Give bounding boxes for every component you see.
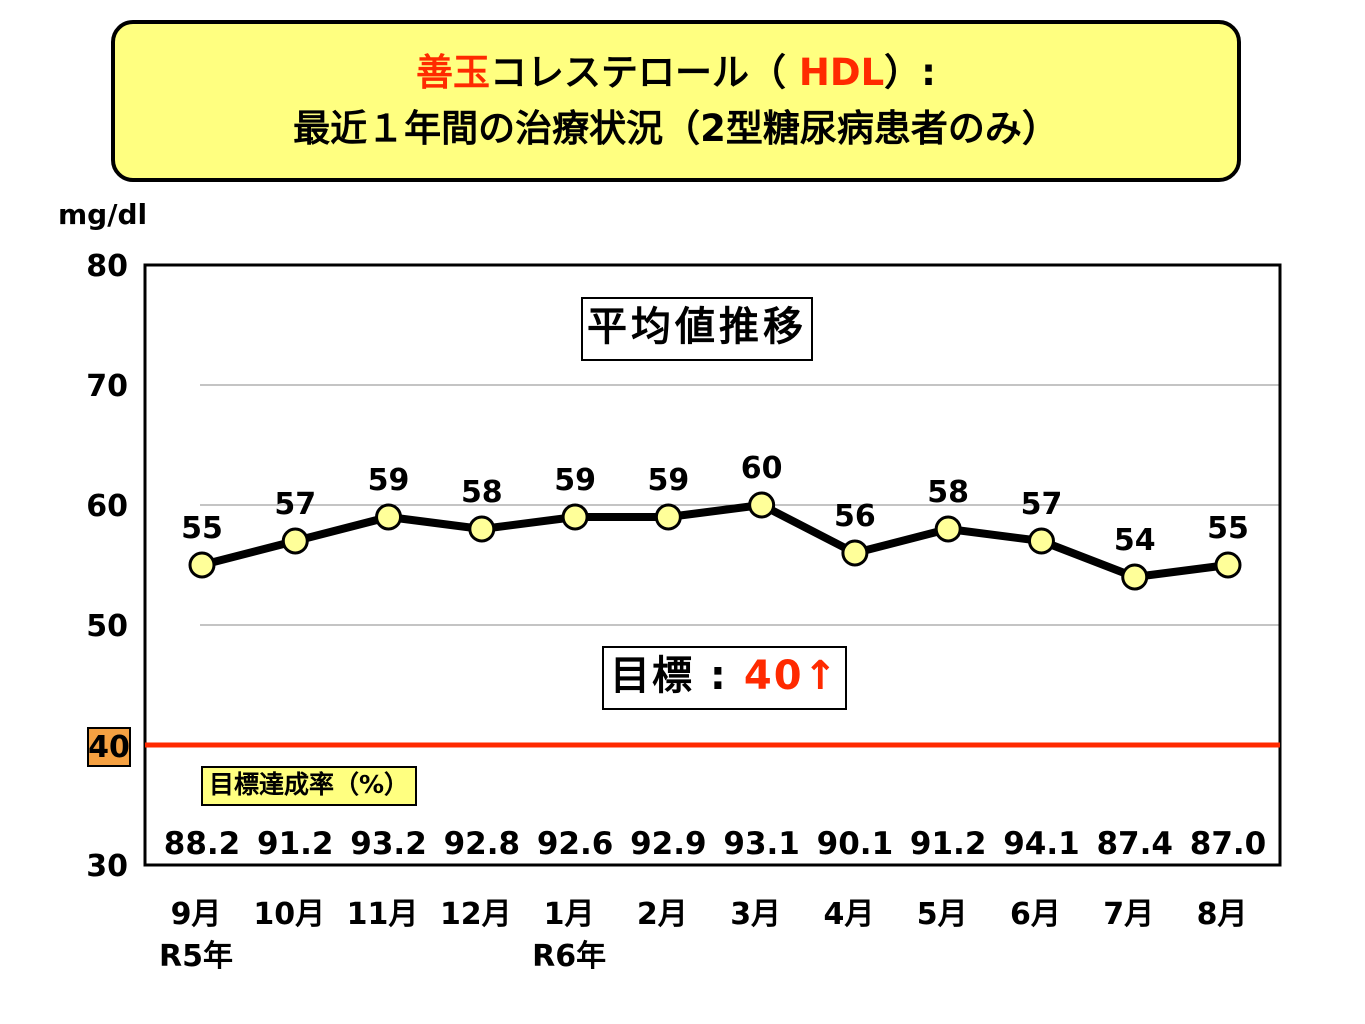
achievement-rate-value: 87.4 <box>1096 826 1173 862</box>
data-point <box>1121 563 1149 591</box>
x-tick-label: 5月 <box>917 897 968 932</box>
title-red-prefix: 善玉 <box>416 51 491 94</box>
target-line-label: 40 <box>87 727 131 767</box>
y-tick-label: 80 <box>86 249 128 284</box>
data-point <box>934 515 962 543</box>
x-year-label: R5年 <box>159 939 233 974</box>
data-point <box>654 503 682 531</box>
x-tick-label: 6月 <box>1010 897 1061 932</box>
data-label: 59 <box>368 463 410 498</box>
x-tick-label: 7月 <box>1103 897 1154 932</box>
x-tick-label: 10月 <box>253 897 325 932</box>
x-tick-label: 3月 <box>730 897 781 932</box>
achievement-rate-value: 92.9 <box>630 826 707 862</box>
goal-prefix: 目標 : <box>610 653 744 699</box>
y-tick-label: 30 <box>86 849 128 884</box>
y-tick-label: 50 <box>86 609 128 644</box>
data-label: 57 <box>274 487 316 522</box>
title-middle: コレステロール（ <box>490 51 799 94</box>
series-line <box>201 501 1229 581</box>
data-label: 57 <box>1021 487 1063 522</box>
data-label: 55 <box>1207 511 1249 546</box>
data-point <box>468 515 496 543</box>
achievement-rate-value: 94.1 <box>1003 826 1080 862</box>
achievement-rate-value: 90.1 <box>817 826 894 862</box>
title-suffix: ）: <box>884 51 936 94</box>
achievement-rate-value: 87.0 <box>1190 826 1267 862</box>
data-point <box>748 491 776 519</box>
data-label: 59 <box>554 463 596 498</box>
achievement-rate-value: 93.1 <box>723 826 800 862</box>
data-point <box>1214 551 1242 579</box>
y-axis-unit: mg/dl <box>58 198 148 231</box>
x-tick-label: 9月 <box>171 897 222 932</box>
data-label: 60 <box>741 451 783 486</box>
data-label: 58 <box>461 475 503 510</box>
x-tick-label: 12月 <box>440 897 512 932</box>
data-point <box>841 539 869 567</box>
x-tick-label: 8月 <box>1197 897 1248 932</box>
data-point <box>1027 527 1055 555</box>
data-point <box>375 503 403 531</box>
title-line-1: 善玉コレステロール（ HDL）: <box>416 45 936 101</box>
achievement-rate-value: 93.2 <box>350 826 427 862</box>
y-tick-label: 60 <box>86 489 128 524</box>
achievement-rate-value: 91.2 <box>910 826 987 862</box>
title-line-2: 最近１年間の治療状況（2型糖尿病患者のみ） <box>293 107 1059 150</box>
data-label: 58 <box>927 475 969 510</box>
goal-label-box: 目標 : 40↑ <box>602 646 848 710</box>
average-trend-label: 平均値推移 <box>581 297 813 361</box>
goal-value: 40↑ <box>743 653 840 699</box>
x-tick-label: 2月 <box>637 897 688 932</box>
data-point <box>561 503 589 531</box>
achievement-rate-value: 92.8 <box>444 826 521 862</box>
x-tick-label: 11月 <box>347 897 419 932</box>
x-tick-label: 1月 <box>544 897 595 932</box>
data-label: 56 <box>834 499 876 534</box>
x-tick-label: 4月 <box>823 897 874 932</box>
data-label: 54 <box>1114 523 1156 558</box>
title-hdl: HDL <box>798 51 885 94</box>
data-label: 59 <box>647 463 689 498</box>
achievement-rate-value: 91.2 <box>257 826 334 862</box>
data-point <box>188 551 216 579</box>
achievement-rate-value: 92.6 <box>537 826 614 862</box>
achievement-rate-value: 88.2 <box>164 826 241 862</box>
title-banner: 善玉コレステロール（ HDL）: 最近１年間の治療状況（2型糖尿病患者のみ） <box>111 20 1241 182</box>
x-year-label: R6年 <box>532 939 606 974</box>
data-point <box>281 527 309 555</box>
plot-frame <box>143 263 1282 867</box>
data-label: 55 <box>181 511 223 546</box>
achievement-rate-label: 目標達成率（%） <box>201 766 418 806</box>
y-tick-label: 70 <box>86 369 128 404</box>
